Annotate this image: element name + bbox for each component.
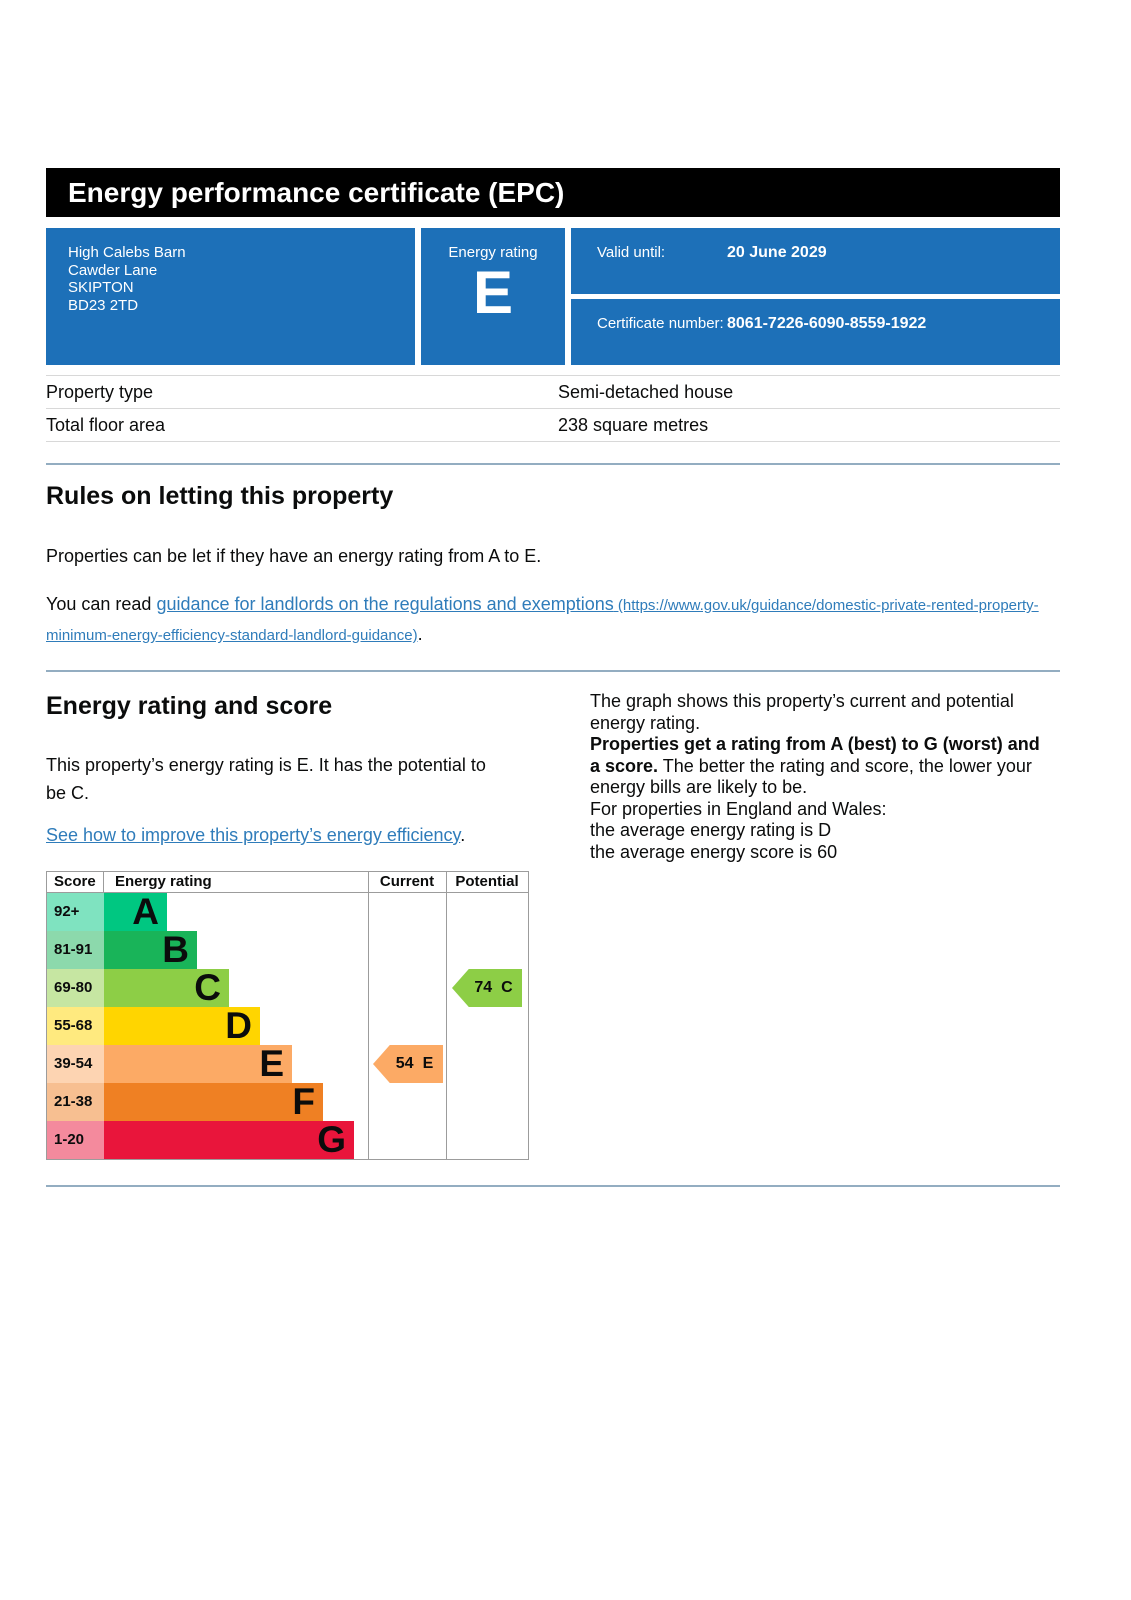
certificate-meta: Valid until: 20 June 2029 Certificate nu…	[571, 228, 1060, 365]
epc-band-bar-f: F	[104, 1081, 323, 1122]
improve-efficiency-link[interactable]: See how to improve this property’s energ…	[46, 825, 461, 845]
property-type-value: Semi-detached house	[558, 381, 734, 402]
epc-potential-letter: C	[501, 979, 513, 996]
document-title-bar: Energy performance certificate (EPC)	[46, 168, 1060, 217]
rating-section-heading: Energy rating and score	[46, 692, 333, 720]
average-rating-line: the average energy rating is D	[590, 820, 832, 840]
graph-explainer-paragraph: The graph shows this property’s current …	[590, 691, 1014, 733]
valid-until-row: Valid until: 20 June 2029	[571, 228, 1060, 294]
epc-rows: 92+ A 81-91 B 69-80 C 55-68 D 39-54 E 21-38 F 1-20 G	[47, 891, 528, 1160]
epc-score-range: 92+	[47, 893, 104, 931]
certificate-number-label: Certificate number:	[597, 315, 724, 332]
energy-rating-box: Energy rating E	[421, 228, 565, 365]
improve-line-suffix: .	[460, 825, 466, 845]
epc-potential-arrow: 74 C	[452, 969, 522, 1007]
epc-chart: Score Energy rating Current Potential 92…	[46, 871, 529, 1160]
epc-band-row-d: 55-68 D	[47, 1005, 528, 1046]
epc-header-current: Current	[379, 873, 435, 890]
england-wales-paragraph: For properties in England and Wales:	[590, 798, 887, 819]
epc-score-range: 21-38	[47, 1083, 104, 1121]
certificate-number-value: 8061-7226-6090-8559-1922	[727, 315, 927, 332]
epc-score-range: 81-91	[47, 931, 104, 969]
epc-score-range: 55-68	[47, 1007, 104, 1045]
valid-until-value: 20 June 2029	[727, 244, 827, 261]
epc-header-potential: Potential	[455, 873, 519, 890]
rules-paragraph-2-prefix: You can read	[46, 594, 157, 614]
epc-band-bar-e: E	[104, 1043, 292, 1084]
epc-band-bar-c: C	[104, 967, 229, 1008]
certificate-number-row: Certificate number: 8061-7226-6090-8559-…	[571, 299, 1060, 365]
epc-current-letter: E	[422, 1055, 434, 1072]
certificate-summary-panel: High Calebs Barn Cawder Lane SKIPTON BD2…	[46, 228, 1060, 365]
rating-scale-bold: Properties get a rating from A (best) to…	[590, 734, 1040, 776]
rules-paragraph-2-suffix: .	[417, 624, 423, 644]
property-facts-table: Property type Semi-detached house Total …	[46, 375, 1060, 442]
epc-score-range: 69-80	[47, 969, 104, 1007]
epc-band-row-g: 1-20 G	[47, 1119, 528, 1160]
epc-potential-score: 74	[474, 979, 493, 996]
epc-potential-column-separator	[446, 872, 447, 1159]
epc-band-bar-a: A	[104, 891, 167, 932]
epc-band-bar-b: B	[104, 929, 197, 970]
property-address: High Calebs Barn Cawder Lane SKIPTON BD2…	[46, 228, 415, 365]
address-line-4: BD23 2TD	[68, 296, 139, 314]
address-line-3: SKIPTON	[68, 279, 134, 296]
rating-section-columns: Energy rating and score This property’s …	[46, 691, 1060, 1160]
average-score-line: the average energy score is 60	[590, 841, 838, 862]
epc-band-row-e: 39-54 E	[47, 1043, 528, 1084]
rating-section-left-column: Energy rating and score This property’s …	[46, 691, 529, 1160]
section-divider	[46, 1185, 1060, 1187]
landlord-guidance-link-text: guidance for landlords on the regulation…	[156, 594, 614, 614]
page-title: Energy performance certificate (EPC)	[68, 176, 565, 208]
property-type-label: Property type	[46, 381, 154, 402]
table-row: Property type Semi-detached house	[46, 376, 1060, 409]
landlord-guidance-link[interactable]: guidance for landlords on the regulation…	[46, 594, 1039, 644]
epc-header-score: Score	[47, 872, 104, 892]
rules-section-heading: Rules on letting this property	[46, 482, 394, 510]
rules-paragraph-1: Properties can be let if they have an en…	[46, 546, 542, 566]
floor-area-label: Total floor area	[46, 414, 166, 435]
section-divider	[46, 670, 1060, 672]
energy-rating-letter: E	[472, 259, 514, 326]
address-line-2: Cawder Lane	[68, 261, 158, 279]
epc-score-range: 39-54	[47, 1045, 104, 1083]
rating-scale-rest: The better the rating and score, the low…	[590, 755, 1032, 798]
rating-scale-paragraph: Properties get a rating from A (best) to…	[590, 734, 1050, 799]
epc-band-row-a: 92+ A	[47, 891, 528, 932]
energy-rating-label: Energy rating	[448, 244, 538, 261]
address-line-1: High Calebs Barn	[68, 244, 186, 261]
epc-current-column-separator	[368, 872, 369, 1159]
epc-current-arrow: 54 E	[373, 1045, 443, 1083]
floor-area-value: 238 square metres	[558, 414, 709, 435]
rules-paragraph-2: You can read guidance for landlords on t…	[46, 590, 1060, 650]
improve-line: See how to improve this property’s energ…	[46, 821, 529, 849]
epc-current-score: 54	[395, 1055, 414, 1072]
table-row: Total floor area 238 square metres	[46, 409, 1060, 442]
epc-chart-header: Score Energy rating Current Potential	[47, 872, 528, 893]
landlord-guidance-link-url: (https://www.gov.uk/guidance/domestic-pr…	[46, 597, 1039, 644]
rating-section-right-column: The graph shows this property’s current …	[590, 691, 1050, 1160]
rating-summary-paragraph: This property’s energy rating is E. It h…	[46, 755, 486, 803]
epc-score-range: 1-20	[47, 1121, 104, 1159]
epc-band-row-c: 69-80 C	[47, 967, 528, 1008]
section-divider	[46, 463, 1060, 465]
epc-band-row-b: 81-91 B	[47, 929, 528, 970]
epc-band-bar-g: G	[104, 1119, 354, 1160]
epc-band-bar-d: D	[104, 1005, 260, 1046]
epc-band-row-f: 21-38 F	[47, 1081, 528, 1122]
epc-header-rating: Energy rating	[115, 873, 212, 890]
valid-until-label: Valid until:	[597, 244, 666, 261]
